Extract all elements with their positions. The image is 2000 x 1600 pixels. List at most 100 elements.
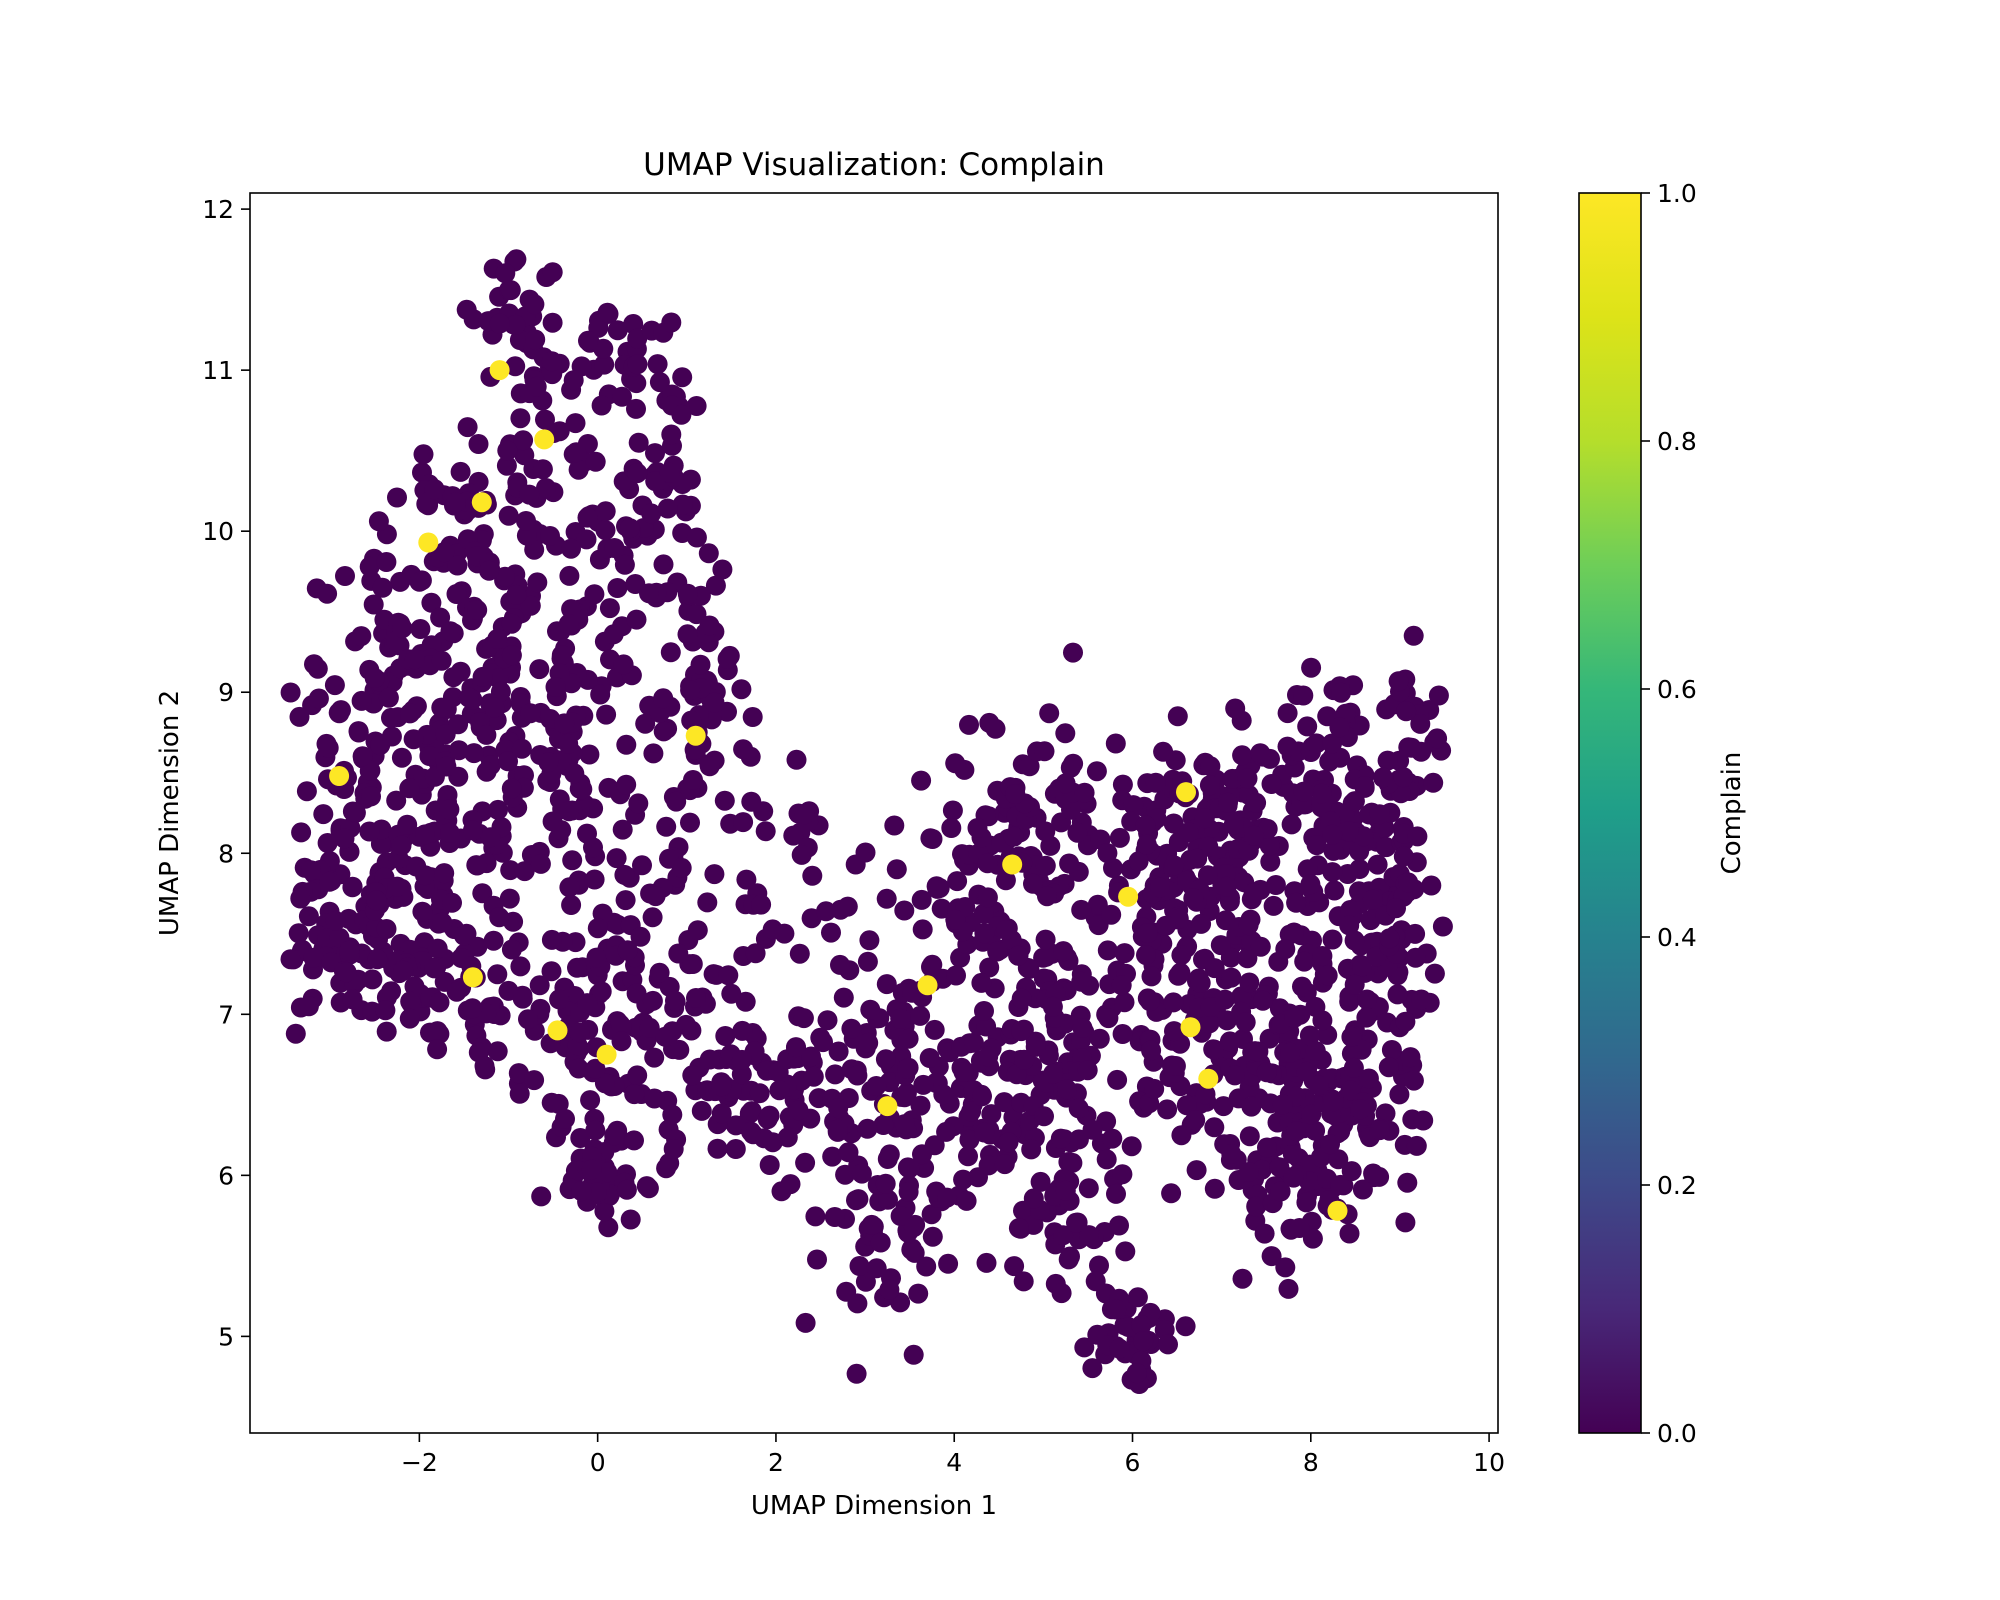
scatter-point-complain-0 (1199, 775, 1220, 796)
scatter-point-complain-0 (1165, 1056, 1186, 1076)
scatter-point-complain-0 (400, 991, 421, 1012)
scatter-point-complain-1 (1327, 1200, 1348, 1221)
scatter-point-complain-0 (403, 729, 424, 750)
scatter-point-complain-0 (1140, 991, 1160, 1012)
scatter-point-complain-0 (825, 1064, 846, 1085)
scatter-point-complain-0 (942, 800, 963, 821)
scatter-point-complain-0 (400, 703, 420, 724)
scatter-point-complain-0 (1401, 737, 1422, 758)
scatter-point-complain-0 (653, 554, 674, 575)
scatter-point-complain-0 (855, 1271, 876, 1292)
scatter-point-complain-0 (1178, 822, 1199, 843)
scatter-point-complain-0 (376, 1021, 397, 1042)
scatter-point-complain-0 (913, 1074, 934, 1095)
scatter-point-complain-0 (1171, 945, 1192, 966)
scatter-point-complain-0 (786, 1037, 806, 1058)
scatter-point-complain-0 (1344, 974, 1365, 995)
scatter-point-complain-1 (685, 725, 706, 746)
scatter-point-complain-0 (1131, 1315, 1152, 1335)
scatter-point-complain-0 (1077, 1060, 1098, 1081)
scatter-point-complain-0 (545, 677, 566, 697)
scatter-point-complain-0 (1362, 889, 1383, 910)
scatter-point-complain-0 (1293, 781, 1314, 802)
scatter-point-complain-0 (324, 675, 345, 696)
scatter-point-complain-0 (585, 451, 606, 472)
scatter-point-complain-0 (513, 430, 534, 451)
scatter-point-complain-0 (1349, 841, 1370, 862)
scatter-point-complain-0 (606, 848, 627, 869)
scatter-point-complain-0 (393, 960, 414, 981)
scatter-point-complain-0 (910, 1095, 931, 1116)
scatter-point-complain-0 (404, 976, 425, 997)
scatter-point-complain-0 (549, 421, 570, 442)
scatter-point-complain-0 (431, 697, 452, 718)
scatter-point-complain-0 (1424, 963, 1445, 984)
scatter-point-complain-0 (511, 738, 532, 759)
scatter-point-complain-0 (1107, 1069, 1128, 1090)
scatter-point-complain-0 (562, 850, 583, 871)
scatter-point-complain-0 (847, 1065, 868, 1086)
scatter-point-complain-0 (317, 583, 338, 604)
scatter-point-complain-0 (476, 761, 497, 782)
scatter-point-complain-0 (1042, 996, 1063, 1017)
scatter-point-complain-0 (699, 615, 720, 636)
scatter-point-complain-0 (1284, 922, 1304, 943)
scatter-point-complain-0 (624, 1130, 644, 1151)
scatter-point-complain-0 (1074, 782, 1095, 803)
scatter-point-complain-0 (509, 1083, 530, 1104)
scatter-point-complain-0 (1039, 703, 1060, 724)
scatter-point-complain-0 (496, 455, 517, 476)
scatter-point-complain-0 (626, 609, 647, 630)
scatter-point-complain-0 (924, 1019, 945, 1040)
scatter-point-complain-0 (977, 887, 998, 908)
scatter-point-complain-1 (547, 1020, 568, 1041)
scatter-point-complain-0 (429, 992, 450, 1013)
scatter-point-complain-0 (1086, 761, 1107, 782)
scatter-point-complain-0 (1296, 1192, 1317, 1213)
scatter-point-complain-0 (953, 1062, 974, 1082)
scatter-point-complain-0 (614, 864, 635, 885)
scatter-point-complain-0 (1128, 851, 1149, 872)
scatter-point-complain-0 (367, 949, 388, 970)
scatter-point-complain-0 (1356, 1007, 1377, 1028)
scatter-point-complain-0 (467, 855, 488, 876)
x-axis-label: UMAP Dimension 1 (751, 1491, 997, 1521)
scatter-point-complain-0 (967, 818, 988, 838)
scatter-point-complain-0 (1297, 716, 1318, 737)
scatter-point-complain-0 (435, 724, 456, 745)
scatter-point-complain-0 (415, 865, 435, 886)
scatter-point-complain-0 (1350, 1099, 1371, 1120)
scatter-point-complain-0 (1214, 989, 1235, 1010)
scatter-point-complain-0 (566, 442, 587, 463)
scatter-point-complain-0 (301, 860, 321, 881)
scatter-point-complain-0 (288, 923, 309, 944)
scatter-point-complain-0 (1167, 706, 1188, 727)
scatter-point-complain-0 (597, 302, 618, 323)
scatter-point-complain-0 (462, 998, 483, 1019)
scatter-point-complain-0 (1375, 1103, 1396, 1124)
scatter-point-complain-0 (994, 1154, 1015, 1175)
scatter-point-complain-0 (639, 1017, 660, 1038)
y-tick-label: 12 (202, 195, 234, 224)
scatter-point-complain-0 (642, 990, 663, 1011)
scatter-point-complain-0 (559, 801, 579, 822)
scatter-point-complain-0 (1235, 1012, 1256, 1033)
scatter-point-complain-0 (1191, 913, 1212, 934)
scatter-point-complain-0 (361, 786, 381, 807)
scatter-point-complain-0 (1238, 915, 1259, 936)
scatter-point-complain-0 (1135, 815, 1156, 836)
scatter-point-complain-0 (612, 819, 633, 840)
scatter-point-complain-0 (450, 461, 471, 482)
scatter-point-complain-0 (789, 943, 810, 964)
scatter-point-complain-0 (1302, 1228, 1323, 1249)
scatter-point-complain-0 (413, 444, 434, 465)
scatter-point-complain-0 (586, 947, 607, 968)
scatter-point-complain-0 (1395, 1212, 1416, 1233)
scatter-point-complain-0 (912, 919, 933, 940)
scatter-point-complain-0 (1341, 1161, 1362, 1182)
scatter-point-complain-0 (1199, 1013, 1220, 1034)
scatter-point-complain-0 (372, 577, 393, 598)
scatter-point-complain-0 (873, 1115, 894, 1135)
scatter-point-complain-0 (1062, 1152, 1083, 1173)
scatter-point-complain-0 (1373, 767, 1393, 788)
